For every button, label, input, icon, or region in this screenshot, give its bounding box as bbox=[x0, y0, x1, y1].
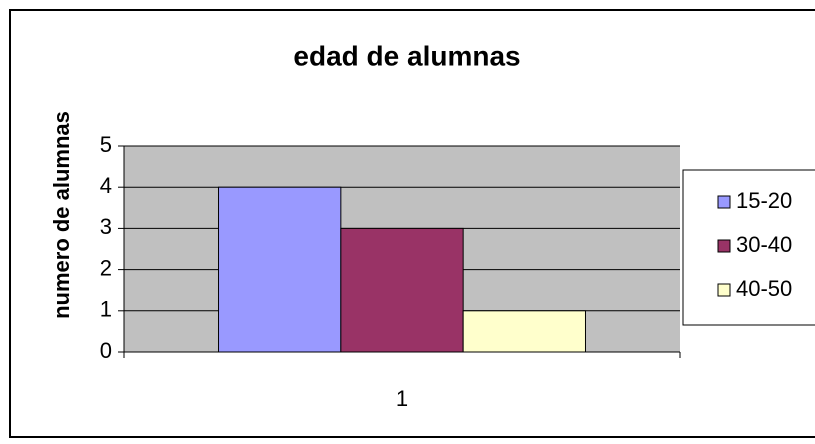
y-tick-label: 1 bbox=[100, 297, 112, 322]
y-tick-label: 5 bbox=[100, 132, 112, 157]
chart-title: edad de alumnas bbox=[293, 40, 520, 71]
bar bbox=[340, 227, 464, 353]
legend-label: 15-20 bbox=[736, 188, 792, 213]
legend-swatch bbox=[717, 283, 731, 297]
x-tick-label: 1 bbox=[396, 386, 408, 411]
legend-swatch bbox=[717, 239, 731, 253]
y-tick-label: 2 bbox=[100, 255, 112, 280]
bar bbox=[462, 310, 586, 353]
y-tick-label: 3 bbox=[100, 214, 112, 239]
legend-label: 30-40 bbox=[736, 232, 792, 257]
legend-box bbox=[682, 169, 815, 326]
bar bbox=[218, 186, 342, 353]
legend-swatch bbox=[717, 195, 731, 209]
y-axis-label: numero de alumnas bbox=[49, 111, 74, 319]
y-tick-label: 4 bbox=[100, 173, 112, 198]
y-tick-label: 0 bbox=[100, 338, 112, 363]
legend-label: 40-50 bbox=[736, 276, 792, 301]
